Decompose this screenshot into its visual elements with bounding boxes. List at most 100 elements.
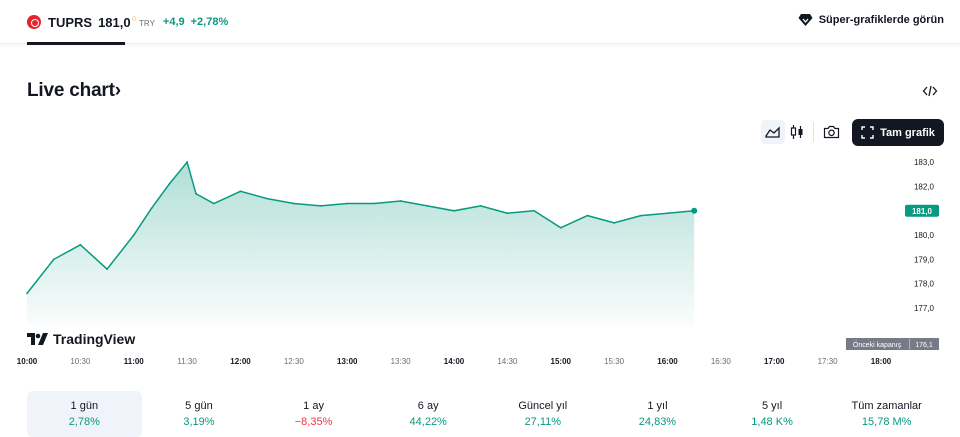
price-point-11:00 [132,234,135,236]
period-change: 15,78 M% [861,416,912,428]
tradingview-logo-text: TradingView [53,331,136,347]
last-price-dot [691,207,698,214]
previous-close-marker [846,338,939,350]
period-label: Tüm zamanlar [851,400,922,412]
price-area-fill [27,162,695,325]
x-tick-label: 12:30 [284,357,305,366]
symbol-ticker: TUPRS [48,14,93,30]
period-label: 1 yıl [647,400,668,412]
price-point-11:20 [168,183,171,185]
price-point-11:45 [212,202,215,205]
embed-code-icon[interactable] [922,84,938,98]
previous-close-label: Önceki kapanış [853,341,902,349]
price-point-11:30 [186,161,189,164]
period-label: Güncel yıl [518,400,568,412]
period-tab[interactable]: 1 yıl 24,83% [600,391,715,437]
price-point-16:00 [666,212,669,215]
period-tab[interactable]: Güncel yıl 27,11% [486,391,601,437]
x-tick-label: 11:30 [177,357,197,366]
period-change: 44,22% [409,416,447,428]
price-point-11:10 [150,207,153,210]
live-chart-title-text: Live chart [27,80,115,101]
full-chart-label: Tam grafik [880,126,935,139]
period-tab[interactable]: 1 ay −8,35% [256,391,371,437]
x-tick-label: 15:30 [604,357,625,366]
period-label: 1 gün [70,400,99,412]
period-change: −8,35% [294,416,333,428]
period-change: 2,78% [68,416,100,428]
price-point-10:00 [26,292,28,295]
price-point-13:45 [426,205,429,207]
period-change: 27,11% [524,416,562,428]
x-tick-label: 12:00 [230,357,251,366]
price-point-15:30 [613,222,616,224]
tradingview-logo[interactable]: TradingView [27,331,135,347]
symbol-currency: TRY [139,18,155,28]
price-point-13:15 [373,202,375,205]
snapshot-button[interactable] [819,120,843,144]
period-change: 24,83% [638,416,677,428]
price-point-12:00 [239,190,242,193]
tradingview-logo-icon [27,333,48,345]
symbol-change-percent: +2,78% [190,16,229,28]
price-point-10:45 [106,268,108,270]
market-status-icon: ○ [131,13,138,23]
x-tick-label: 10:00 [17,357,38,366]
price-point-14:15 [479,205,482,207]
x-tick-label: 13:30 [391,357,412,366]
y-tick-label: 180,0 [914,231,935,240]
diamond-icon [798,14,813,26]
y-tick-label: 178,0 [914,280,935,289]
toolbar-divider [813,122,814,142]
price-point-13:30 [399,200,402,202]
top-bar: TUPRS 181,0 ○ TRY +4,9 +2,78% Süper-graf… [0,0,960,45]
area-chart-button[interactable] [761,120,785,144]
super-charts-label: Süper-grafiklerde görün [818,14,944,26]
price-point-14:00 [453,209,455,212]
x-tick-label: 17:00 [764,357,785,366]
price-point-12:45 [319,205,322,207]
active-tab-indicator [27,42,125,45]
price-point-12:30 [292,202,295,205]
y-tick-label: 182,0 [914,182,935,191]
symbol-change: +4,9 [162,16,185,28]
price-point-14:45 [533,209,535,212]
period-tab[interactable]: 5 gün 3,19% [142,391,257,437]
camera-icon [823,125,839,139]
company-logo-icon [27,15,41,29]
period-tab[interactable]: 5 yıl 1,48 K% [715,391,830,437]
period-label: 6 ay [417,400,439,412]
price-point-15:15 [586,214,589,217]
live-chart-title[interactable]: Live chart› [27,80,121,102]
symbol-header[interactable]: TUPRS 181,0 ○ TRY +4,9 +2,78% [27,12,234,32]
period-change: 1,48 K% [751,416,793,428]
price-point-10:30 [79,243,82,246]
period-tab[interactable]: 6 ay 44,22% [371,391,486,437]
x-tick-label: 11:00 [124,357,145,366]
candles-chart-button[interactable] [785,120,809,144]
period-tab[interactable]: Tüm zamanlar 15,78 M% [829,391,944,437]
x-tick-label: 16:00 [657,357,678,366]
current-price-label: 181,0 [912,207,933,216]
price-point-14:30 [506,212,509,215]
period-change: 3,19% [183,416,215,428]
candles-icon [790,125,803,139]
super-charts-link[interactable]: Süper-grafiklerde görün [798,13,944,27]
x-tick-label: 17:30 [818,357,839,366]
price-chart[interactable]: 183,0 182,0 181,0 180,0 179,0 178,0 177,0 10:0… [0,150,960,375]
period-tab[interactable]: 1 gün 2,78% [27,391,142,437]
x-tick-label: 14:00 [444,357,465,366]
period-label: 5 yıl [761,400,783,412]
x-tick-label: 16:30 [711,357,732,366]
price-line [26,160,695,294]
symbol-price: 181,0 [98,14,131,30]
fullscreen-icon [861,126,874,139]
full-chart-button[interactable]: Tam grafik [852,119,944,146]
area-chart-icon [765,126,780,138]
performance-periods: 1 gün 2,78% 5 gün 3,19% 1 ay −8,35% 6 ay 44,22%… [27,391,944,437]
period-label: 5 gün [185,400,213,412]
previous-close-value: 176,1 [915,342,933,349]
x-tick-label: 10:30 [70,357,91,366]
price-point-15:45 [639,214,642,217]
y-tick-label: 179,0 [914,255,935,264]
